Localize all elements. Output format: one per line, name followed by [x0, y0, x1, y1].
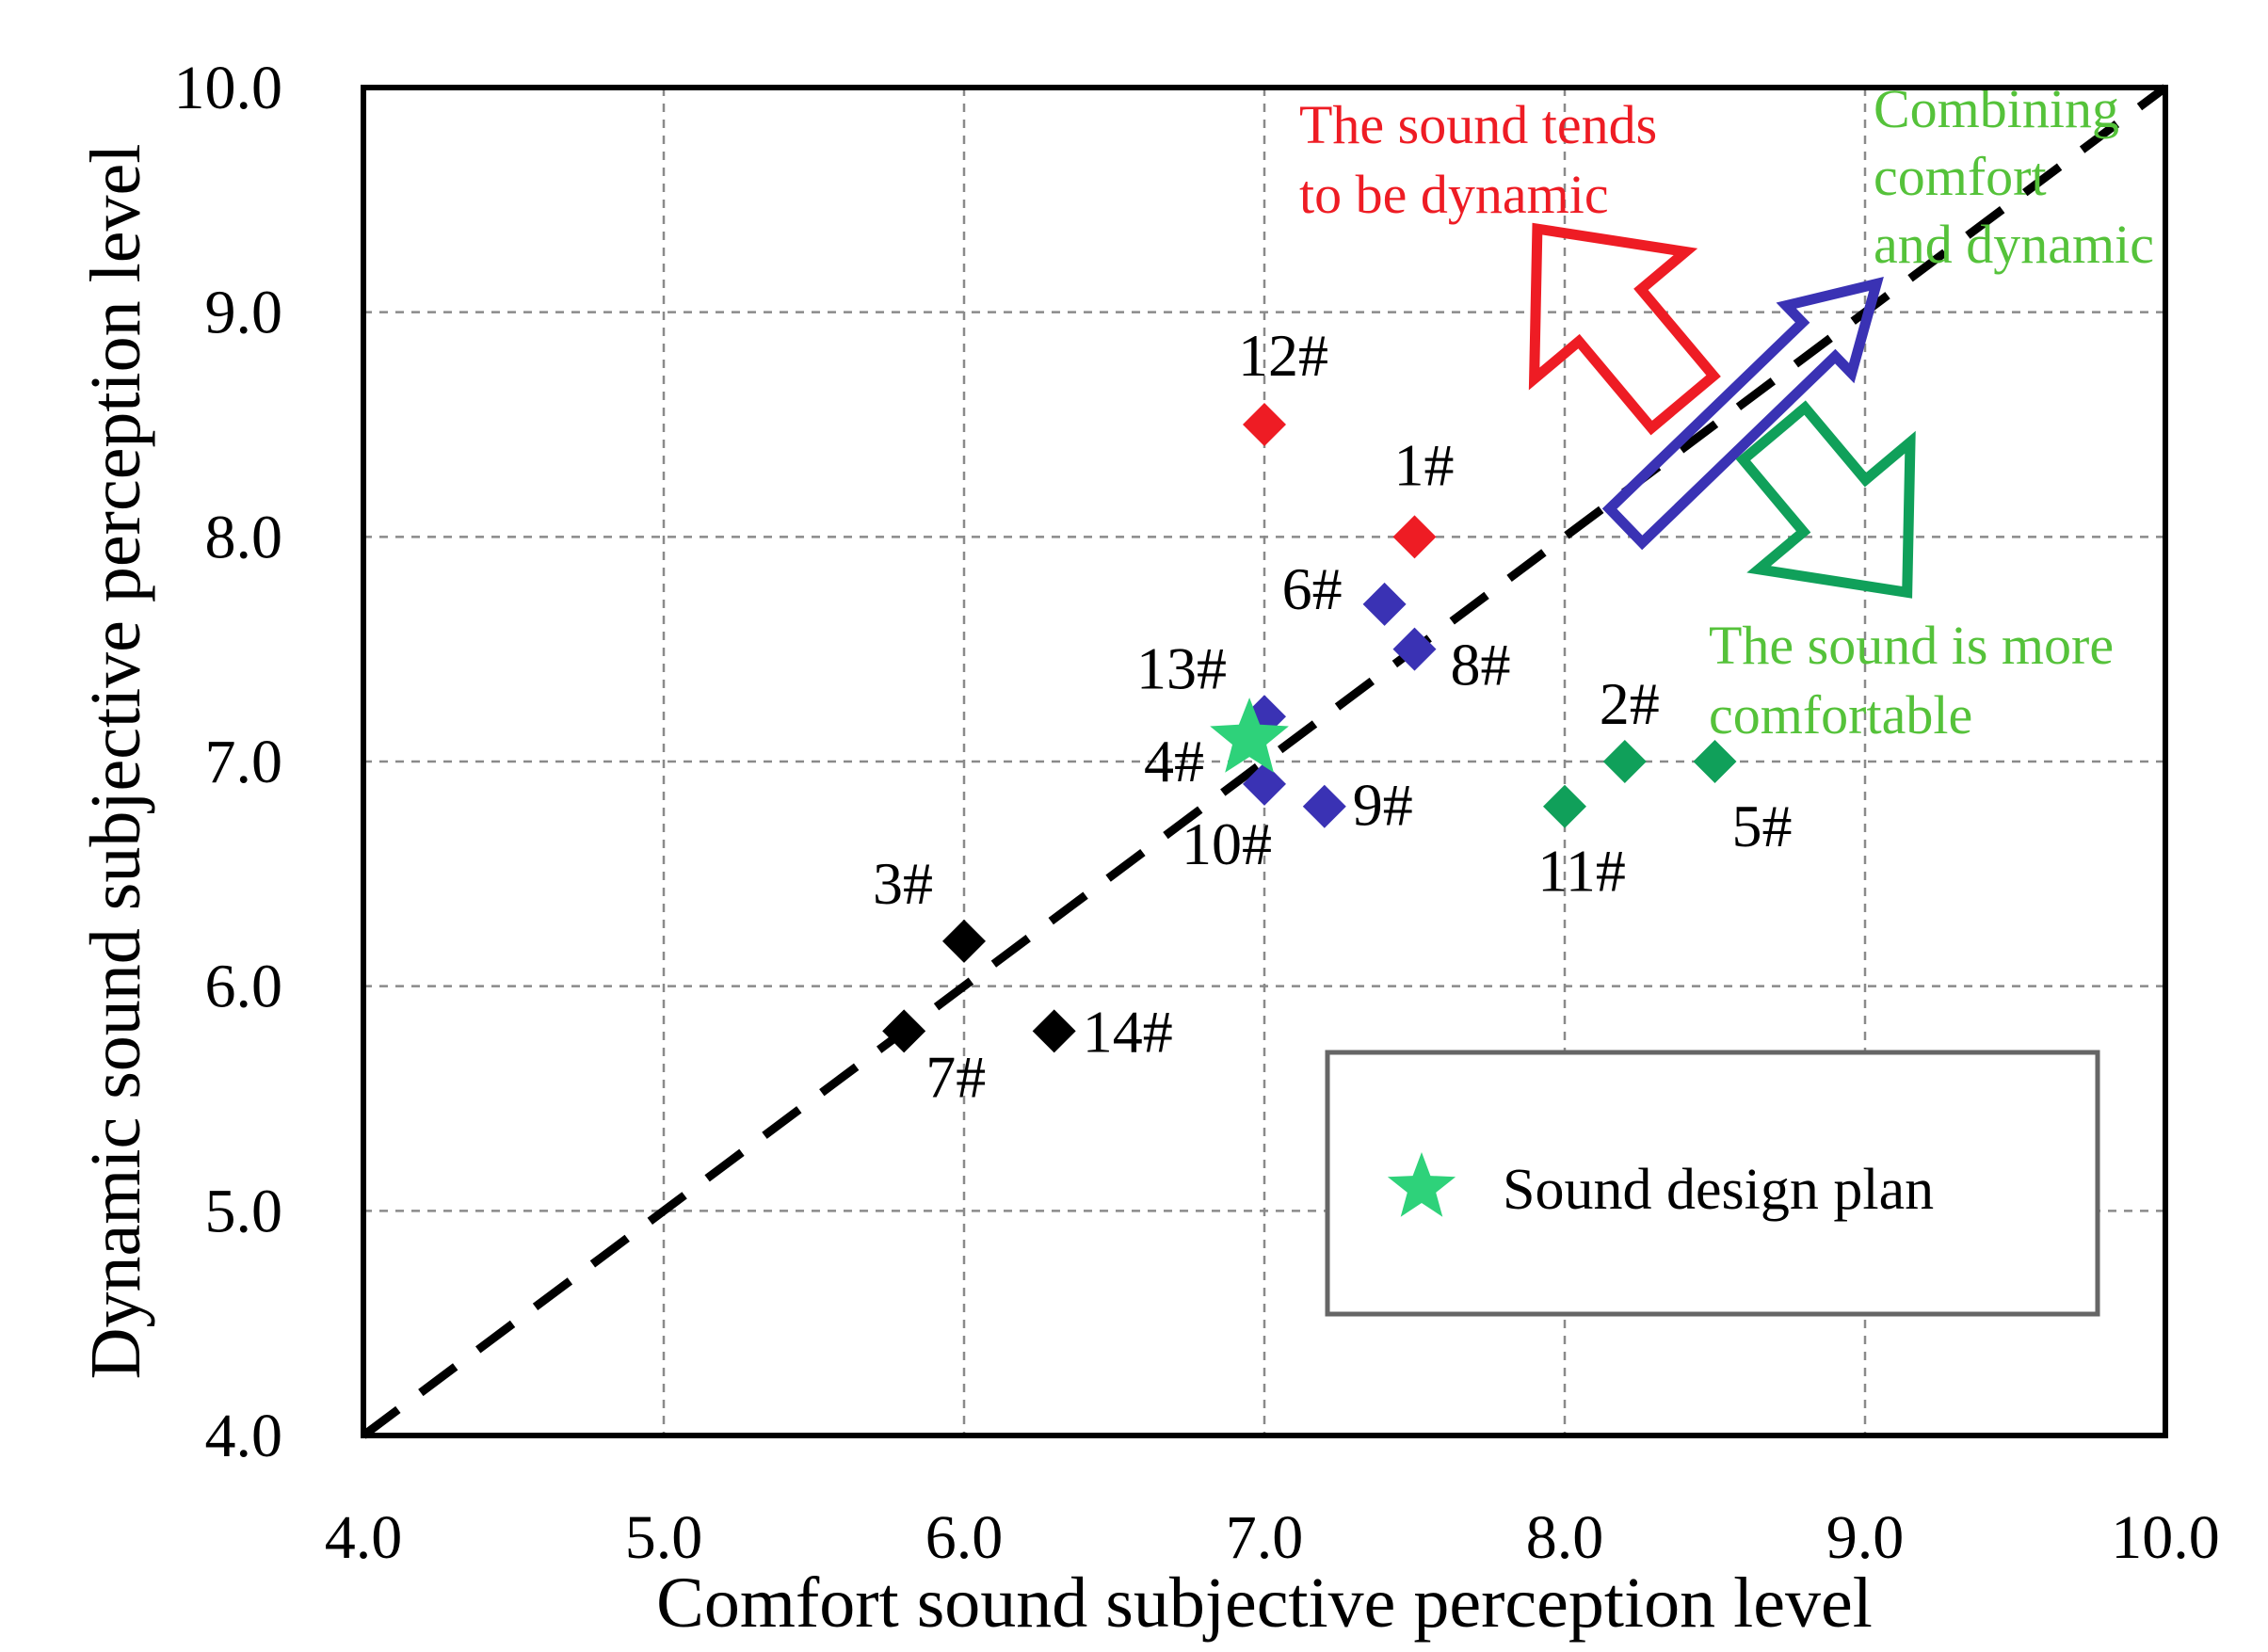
- y-tick-label: 6.0: [205, 953, 283, 1021]
- highlight-star: [1210, 698, 1289, 773]
- x-tick-label: 8.0: [1526, 1503, 1604, 1572]
- x-tick-label: 10.0: [2111, 1503, 2220, 1572]
- point-labels: 12# 1# 6# 8# 13# 10# 9# 2# 5# 11# 3# 7# 14# 4#: [873, 322, 1793, 1110]
- y-axis-title: Dynamic sound subjective perception leve…: [76, 144, 155, 1380]
- direction-arrows: [1528, 222, 1916, 599]
- y-tick-label: 8.0: [205, 503, 283, 571]
- point-label: 14#: [1083, 998, 1173, 1065]
- combined-arrow: [1601, 276, 1884, 551]
- x-tick-label: 9.0: [1826, 1503, 1905, 1572]
- point-label: 6#: [1282, 555, 1343, 622]
- y-tick-label: 9.0: [205, 279, 283, 347]
- dynamic-arrow: [1528, 222, 1721, 436]
- dynamic-annotation: The sound tends: [1299, 94, 1657, 155]
- combined-annotation: comfort: [1874, 146, 2047, 207]
- x-tick-label: 4.0: [325, 1503, 403, 1572]
- point-label: 13#: [1136, 634, 1227, 701]
- point-label: 10#: [1182, 810, 1272, 877]
- data-point: [1032, 1009, 1076, 1053]
- data-point: [1392, 515, 1437, 559]
- comfortable-arrow: [1735, 400, 1916, 599]
- point-label: 11#: [1537, 838, 1626, 905]
- plot-frame: [361, 85, 2168, 1438]
- comfortable-annotation: comfortable: [1709, 684, 1972, 746]
- axis-ticks: 4.0 5.0 6.0 7.0 8.0 9.0 10.0 4.0 5.0 6.0 7.0 8.0 9.0…: [174, 54, 2220, 1572]
- data-point: [1543, 784, 1586, 828]
- point-label: 3#: [873, 850, 933, 917]
- y-tick-label: 4.0: [205, 1402, 283, 1470]
- data-point: [1302, 784, 1346, 828]
- legend-star-icon: [1387, 1152, 1456, 1217]
- highlight-label: 4#: [1144, 728, 1204, 794]
- legend: Sound design plan: [1325, 1050, 2100, 1317]
- data-point: [1243, 403, 1286, 446]
- y-tick-label: 7.0: [205, 728, 283, 796]
- data-point: [1243, 762, 1286, 806]
- x-axis-title: Comfort sound subjective perception leve…: [656, 1564, 1873, 1643]
- x-tick-label: 6.0: [925, 1503, 1004, 1572]
- comfortable-annotation: The sound is more: [1709, 615, 2114, 676]
- x-tick-label: 7.0: [1226, 1503, 1304, 1572]
- data-point: [942, 919, 986, 963]
- dynamic-annotation: to be dynamic: [1299, 164, 1609, 225]
- point-label: 9#: [1353, 772, 1413, 839]
- y-tick-label: 10.0: [174, 54, 283, 122]
- data-point: [882, 1009, 926, 1053]
- data-point: [1392, 627, 1437, 671]
- point-label: 8#: [1451, 632, 1511, 698]
- x-tick-label: 5.0: [625, 1503, 703, 1572]
- point-label: 2#: [1600, 670, 1660, 737]
- data-point: [1362, 582, 1407, 626]
- point-label: 12#: [1238, 322, 1328, 389]
- point-label: 1#: [1394, 431, 1455, 498]
- data-point: [1693, 740, 1737, 783]
- y-tick-label: 5.0: [205, 1177, 283, 1245]
- data-point: [1602, 740, 1647, 783]
- combined-annotation: and dynamic: [1874, 214, 2154, 275]
- data-points: [882, 403, 1737, 1053]
- legend-box: [1325, 1050, 2100, 1317]
- point-label: 5#: [1732, 793, 1793, 859]
- point-label: 7#: [925, 1043, 986, 1110]
- legend-label: Sound design plan: [1503, 1158, 1934, 1222]
